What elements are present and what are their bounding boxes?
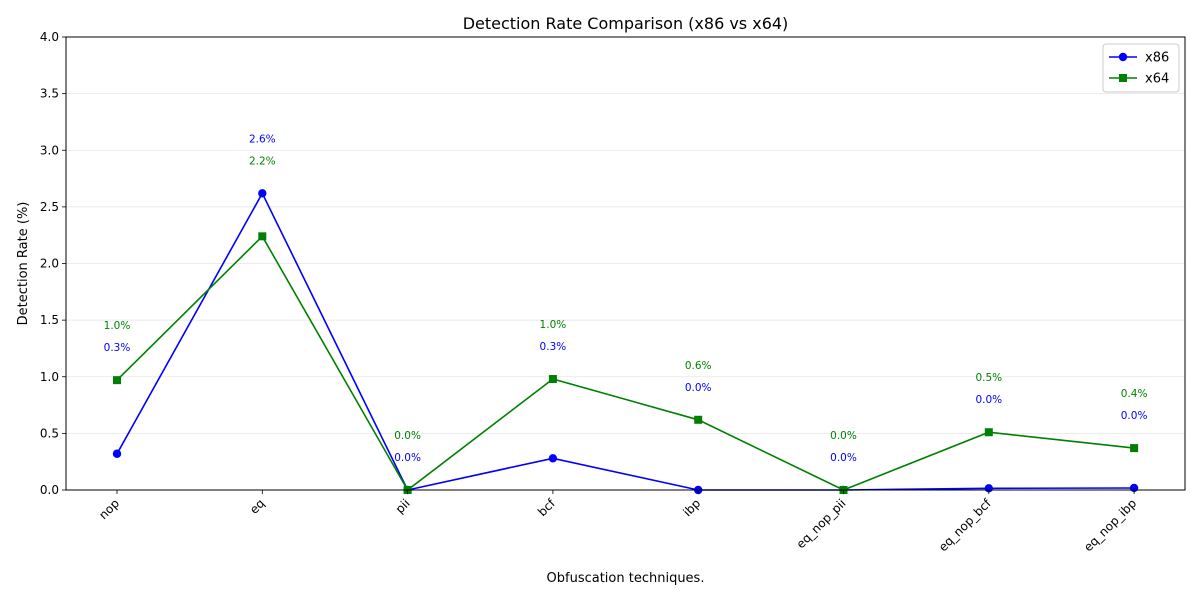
legend-label-x64: x64 — [1145, 72, 1169, 87]
x-tick-label: eq_nop_ibp — [1081, 496, 1139, 554]
grid-lines — [66, 93, 1185, 434]
y-tick-label: 0.5 — [40, 426, 59, 440]
y-tick-label: 4.0 — [40, 30, 59, 44]
point-x64-bcf — [548, 375, 557, 384]
data-label-x86-eq: 2.6% — [249, 133, 276, 145]
data-label-x64-eq_nop_bcf: 0.5% — [975, 372, 1002, 384]
y-tick-label: 1.5 — [40, 313, 59, 327]
chart-title: Detection Rate Comparison (x86 vs x64) — [463, 14, 789, 33]
y-tick-label: 1.0 — [40, 370, 59, 384]
data-label-x86-ibp: 0.0% — [685, 382, 712, 394]
legend-label-x86: x86 — [1145, 51, 1169, 66]
data-label-x64-eq_nop_pii: 0.0% — [830, 430, 857, 442]
series-line-x64 — [116, 234, 1135, 492]
point-x64-eq_nop_bcf — [984, 428, 993, 437]
x-tick-label: bcf — [535, 496, 558, 519]
data-label-x86-nop: 0.3% — [104, 342, 131, 354]
x-axis-title: Obfuscation techniques. — [547, 571, 705, 586]
data-label-x64-eq: 2.2% — [249, 155, 276, 167]
data-label-x64-bcf: 1.0% — [540, 319, 567, 331]
legend-marker-x64 — [1119, 74, 1127, 82]
point-x64-eq — [258, 232, 267, 241]
series-lines — [116, 191, 1135, 492]
x-tick-label: eq_nop_pii — [794, 496, 849, 551]
data-label-x86-pii: 0.0% — [394, 452, 421, 464]
data-label-x64-nop: 1.0% — [104, 320, 131, 332]
point-x86-bcf — [548, 454, 558, 463]
legend-marker-x86 — [1118, 52, 1128, 62]
series-line-x86 — [116, 191, 1135, 491]
point-x64-nop — [113, 376, 121, 385]
x-tick-label: eq_nop_bcf — [936, 496, 995, 555]
data-label-x64-ibp: 0.6% — [685, 360, 712, 372]
x-tick-label: pii — [393, 496, 413, 516]
x-tick-label: eq — [247, 496, 268, 517]
y-tick-label: 2.0 — [40, 257, 59, 271]
data-label-x86-eq_nop_bcf: 0.0% — [975, 394, 1002, 406]
y-tick-label: 2.5 — [40, 200, 59, 214]
series-markers — [112, 189, 1139, 495]
x-tick-label: nop — [96, 496, 122, 522]
data-label-x64-eq_nop_ibp: 0.4% — [1121, 388, 1148, 400]
y-tick-label: 3.0 — [40, 143, 59, 157]
data-label-x86-eq_nop_ibp: 0.0% — [1121, 410, 1148, 422]
y-axis: 0.0 0.5 1.0 1.5 2.0 2.5 3.0 3.5 4.0 — [40, 30, 66, 497]
data-labels: 1.0% 0.3% 2.6% 2.2% 0.0% 0.0% 1.0% 0.3% 0.6% 0.0%… — [104, 133, 1148, 464]
data-label-x86-eq_nop_pii: 0.0% — [830, 452, 857, 464]
y-axis-title: Detection Rate (%) — [16, 202, 31, 326]
x-tick-label: ibp — [680, 496, 703, 519]
point-x86-nop — [112, 449, 122, 458]
point-x64-ibp — [694, 415, 703, 424]
data-label-x64-pii: 0.0% — [394, 430, 421, 442]
y-tick-label: 0.0 — [40, 483, 59, 497]
data-label-x86-bcf: 0.3% — [540, 341, 567, 353]
x-axis: nop eq pii bcf ibp eq_nop_pii eq_nop_bcf eq_nop… — [96, 490, 1139, 554]
point-x64-eq_nop_ibp — [1130, 444, 1139, 453]
point-x86-eq — [258, 189, 267, 198]
y-tick-label: 3.5 — [40, 87, 59, 101]
